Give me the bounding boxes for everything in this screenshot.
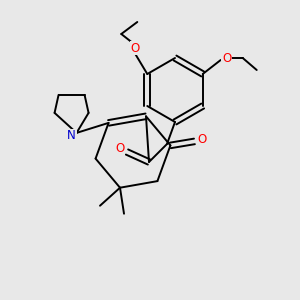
Text: O: O	[116, 142, 124, 154]
Text: O: O	[222, 52, 231, 64]
Text: O: O	[131, 41, 140, 55]
Text: N: N	[67, 129, 76, 142]
Text: O: O	[198, 133, 207, 146]
